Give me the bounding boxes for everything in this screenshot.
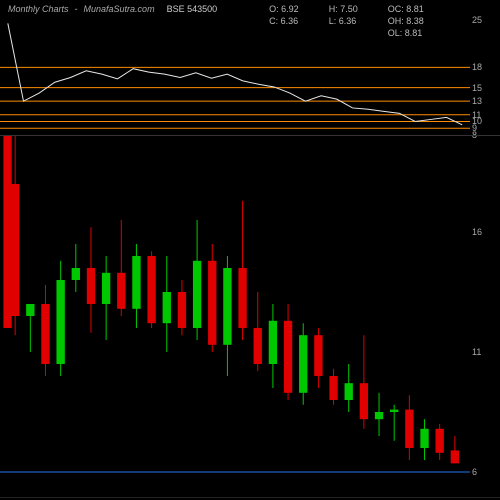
indicator-svg [0,20,470,135]
h-row: H: 7.50 [329,4,358,14]
indicator-pane [0,20,470,135]
oc-row: OC: 8.81 [388,4,424,14]
indicator-axis-label: 18 [472,62,498,72]
price-pane [0,136,470,496]
indicator-axis-label: 15 [472,83,498,93]
footer-divider [0,497,500,498]
o-row: O: 6.92 [269,4,299,14]
price-svg [0,136,470,496]
indicator-axis-label: 13 [472,96,498,106]
indicator-axis-label: 25 [472,15,498,25]
price-axis-label: 11 [472,347,498,357]
price-axis-label: 16 [472,227,498,237]
price-axis-label: 6 [472,467,498,477]
